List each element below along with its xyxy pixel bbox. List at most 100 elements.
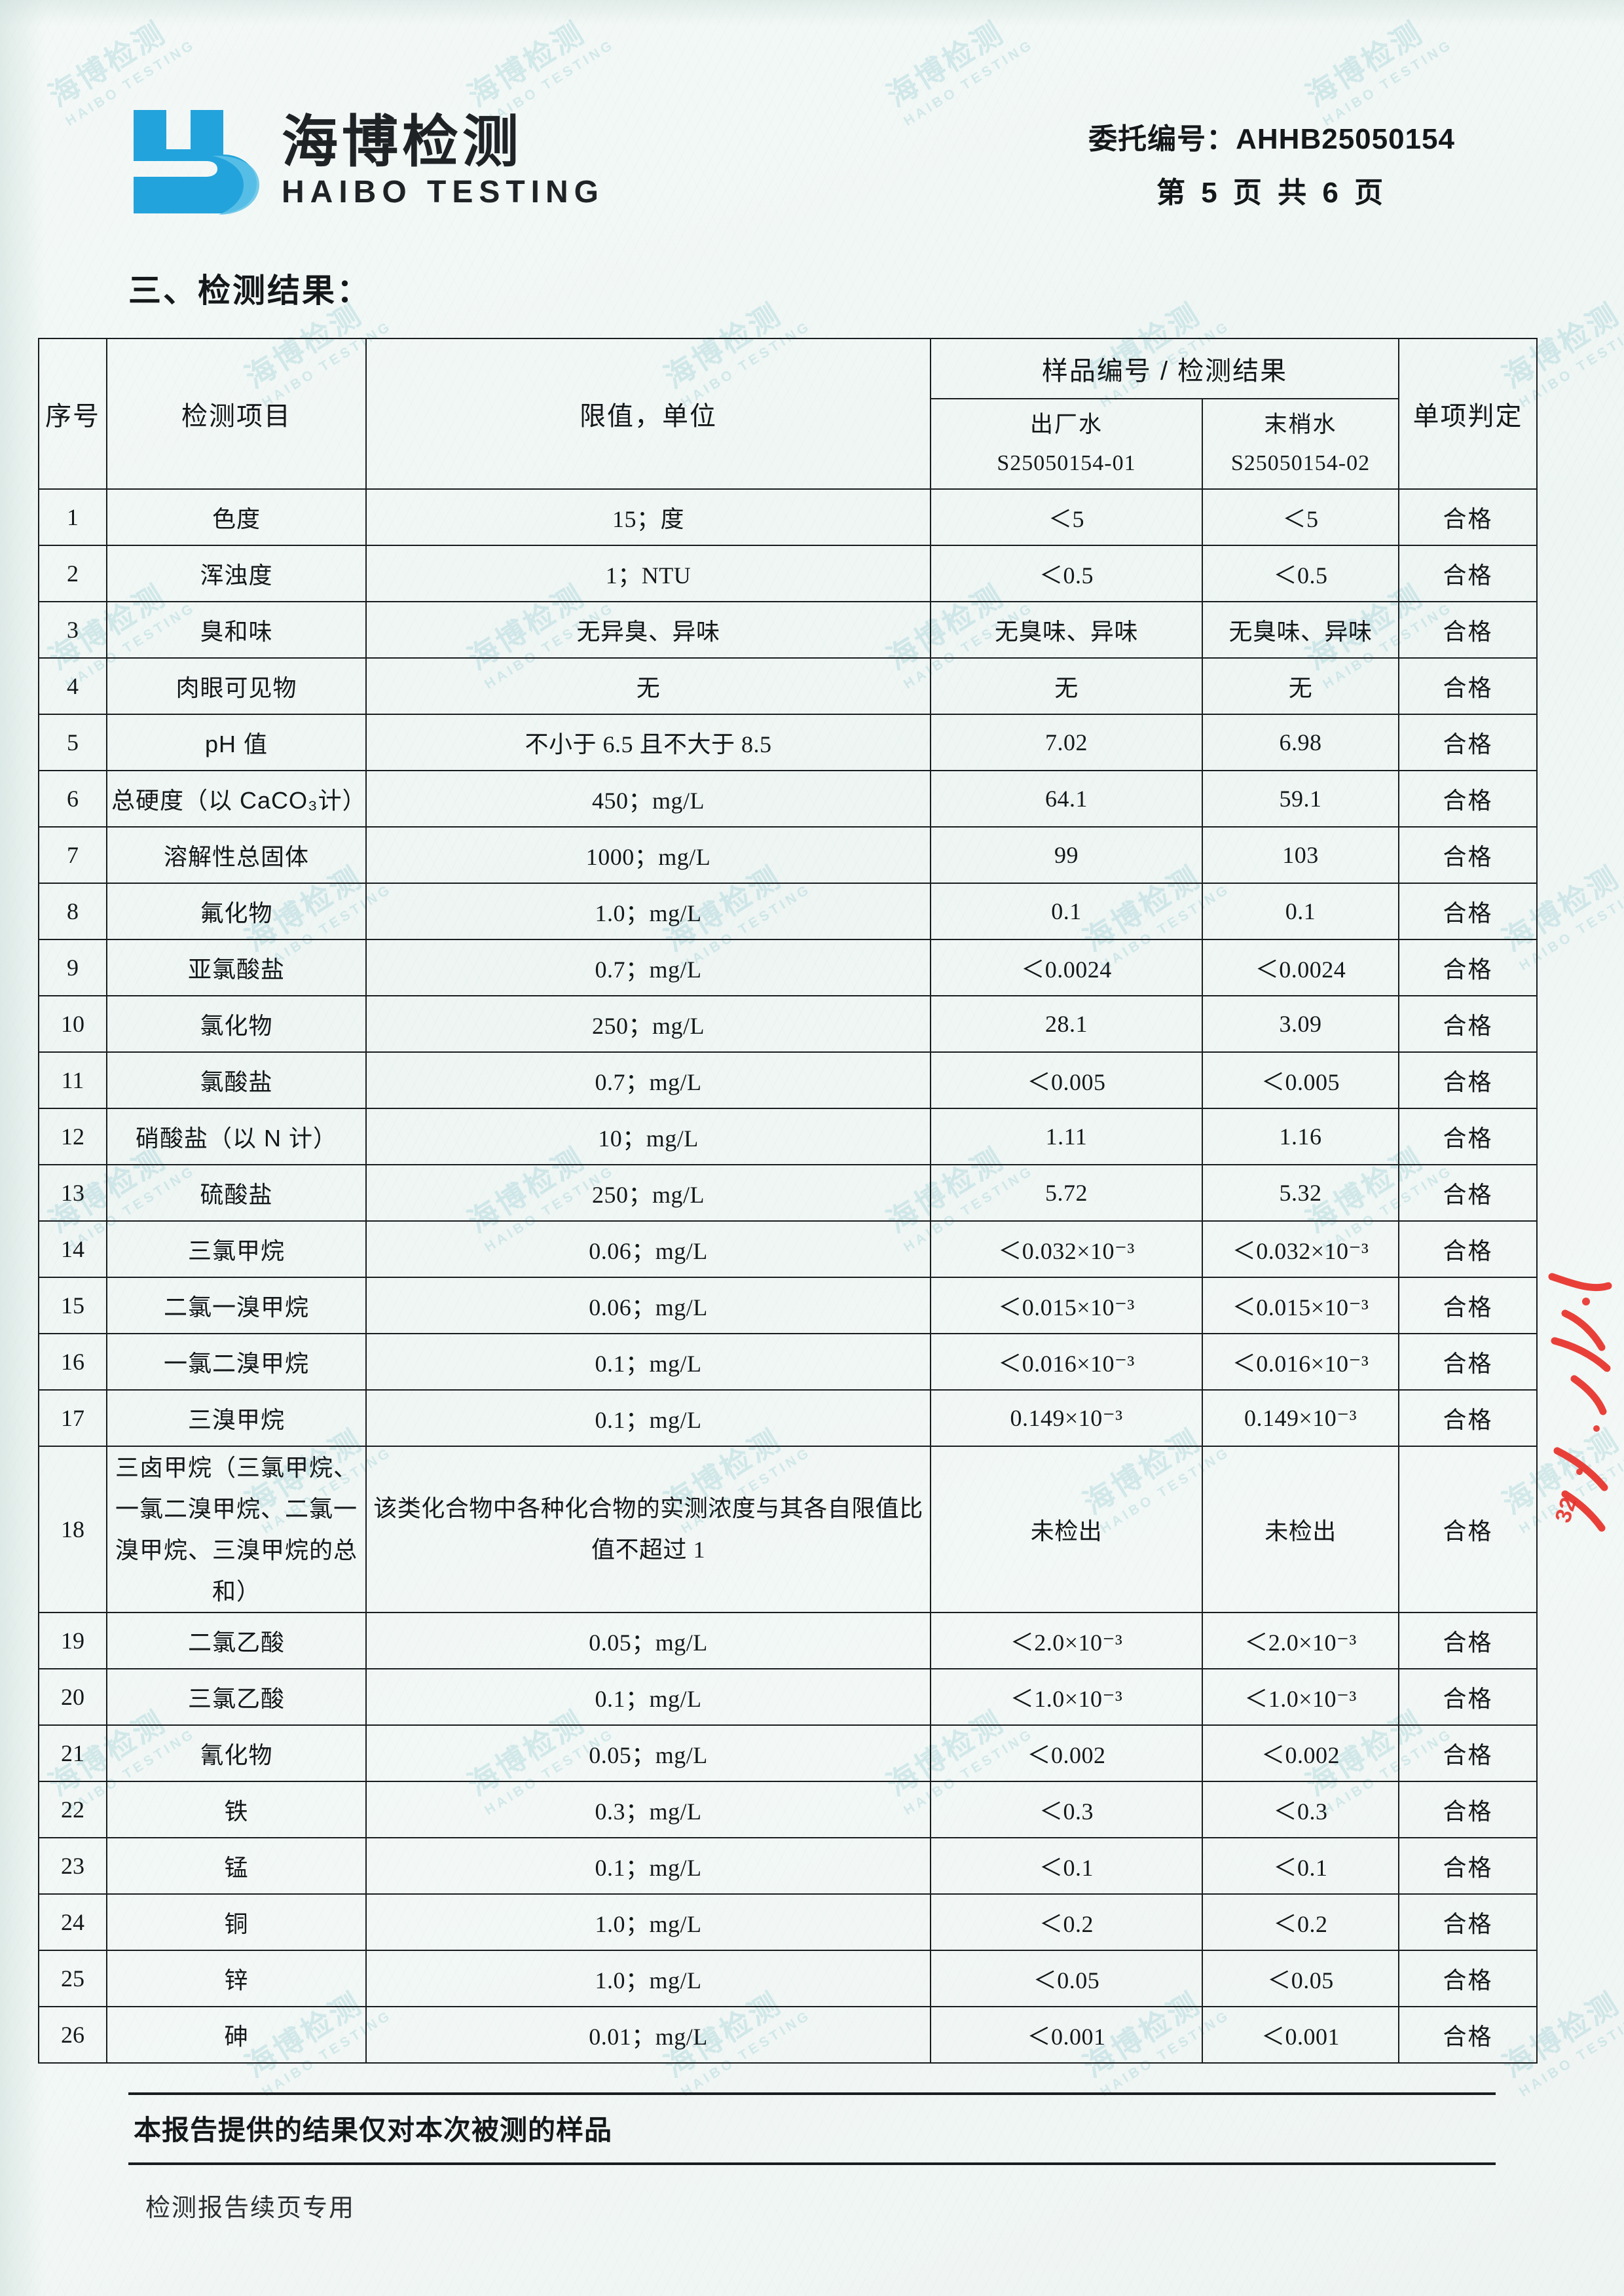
row-test-item: 色度 xyxy=(106,488,367,546)
page-footer: 本报告提供的结果仅对本次被测的样品 检测报告续页专用 xyxy=(128,2092,1496,2223)
row-result-sample-2: 1.16 xyxy=(1202,1108,1399,1165)
row-test-item: 溶解性总固体 xyxy=(106,826,367,884)
row-verdict: 合格 xyxy=(1398,1277,1538,1334)
row-test-item: 亚氯酸盐 xyxy=(106,939,367,996)
row-index: 22 xyxy=(38,1781,107,1838)
row-verdict: 合格 xyxy=(1398,1893,1538,1951)
order-number: 委托编号：AHHB25050154 xyxy=(1088,123,1455,155)
row-result-sample-1: ＜0.3 xyxy=(930,1781,1203,1838)
table-header-row-2: 出厂水 S25050154-01 末梢水 S25050154-02 xyxy=(39,398,1537,490)
row-verdict: 合格 xyxy=(1398,601,1538,659)
row-limit-unit: 0.1；mg/L xyxy=(365,1837,931,1895)
row-result-sample-1: 0.1 xyxy=(930,883,1203,940)
table-row: 16 一氯二溴甲烷 0.1；mg/L ＜0.016×10⁻³ ＜0.016×10⁻³ 合格 xyxy=(38,1333,1538,1391)
row-limit-unit: 0.06；mg/L xyxy=(365,1220,931,1278)
row-index: 2 xyxy=(38,545,107,602)
row-result-sample-2: ＜0.002 xyxy=(1202,1724,1399,1782)
row-index: 3 xyxy=(38,601,107,659)
table-row: 23 锰 0.1；mg/L ＜0.1 ＜0.1 合格 xyxy=(38,1837,1538,1895)
row-result-sample-2: 103 xyxy=(1202,826,1399,884)
row-result-sample-2: ＜0.05 xyxy=(1202,1950,1399,2007)
table-row: 2 浑浊度 1；NTU ＜0.5 ＜0.5 合格 xyxy=(38,545,1538,602)
row-result-sample-2: 0.1 xyxy=(1202,883,1399,940)
row-limit-unit: 250；mg/L xyxy=(365,995,931,1053)
row-result-sample-1: ＜0.016×10⁻³ xyxy=(930,1333,1203,1391)
row-verdict: 合格 xyxy=(1398,1781,1538,1838)
row-index: 4 xyxy=(38,657,107,715)
col-header-verdict: 单项判定 xyxy=(1398,338,1538,490)
row-result-sample-1: ＜0.015×10⁻³ xyxy=(930,1277,1203,1334)
scan-edge-shadow-top xyxy=(0,0,1624,26)
sample-2-name: 末梢水 xyxy=(1264,411,1337,437)
row-result-sample-2: 无 xyxy=(1202,657,1399,715)
row-verdict: 合格 xyxy=(1398,1668,1538,1726)
results-table-wrapper: 序号 检测项目 限值，单位 样品编号 / 检测结果 单项判定 出厂水 S2505… xyxy=(38,338,1538,2064)
row-result-sample-2: ＜0.5 xyxy=(1202,545,1399,602)
row-verdict: 合格 xyxy=(1398,1108,1538,1165)
table-head: 序号 检测项目 限值，单位 样品编号 / 检测结果 单项判定 出厂水 S2505… xyxy=(38,338,1538,490)
row-result-sample-1: ＜0.1 xyxy=(930,1837,1203,1895)
row-verdict: 合格 xyxy=(1398,2006,1538,2064)
row-index: 15 xyxy=(38,1277,107,1334)
row-index: 20 xyxy=(38,1668,107,1726)
seal-digits: 32 xyxy=(1550,1495,1581,1526)
row-test-item: 硝酸盐（以 N 计） xyxy=(106,1108,367,1165)
row-test-item: 肉眼可见物 xyxy=(106,657,367,715)
row-result-sample-1: ＜0.5 xyxy=(930,545,1203,602)
row-limit-unit: 0.7；mg/L xyxy=(365,1051,931,1109)
row-limit-unit: 250；mg/L xyxy=(365,1164,931,1222)
row-result-sample-2: 59.1 xyxy=(1202,770,1399,828)
row-result-sample-2: 3.09 xyxy=(1202,995,1399,1053)
table-row: 11 氯酸盐 0.7；mg/L ＜0.005 ＜0.005 合格 xyxy=(38,1051,1538,1109)
row-result-sample-1: 无臭味、异味 xyxy=(930,601,1203,659)
row-limit-unit: 1.0；mg/L xyxy=(365,1893,931,1951)
row-result-sample-1: 64.1 xyxy=(930,770,1203,828)
row-limit-unit: 0.1；mg/L xyxy=(365,1333,931,1391)
row-verdict: 合格 xyxy=(1398,770,1538,828)
col-header-sample-1: 出厂水 S25050154-01 xyxy=(930,398,1203,490)
row-result-sample-2: 无臭味、异味 xyxy=(1202,601,1399,659)
footer-divider-bottom xyxy=(128,2162,1496,2165)
row-result-sample-1: ＜2.0×10⁻³ xyxy=(930,1612,1203,1669)
table-body: 1 色度 15；度 ＜5 ＜5 合格 2 浑浊度 1；NTU ＜0.5 ＜0.5 合格 3 臭和味 无异臭、… xyxy=(38,488,1538,2064)
page-number: 第 5 页 共 6 页 xyxy=(1156,177,1388,209)
row-test-item: 氰化物 xyxy=(106,1724,367,1782)
table-row: 4 肉眼可见物无无无合格 xyxy=(38,657,1538,715)
col-header-sample-2: 末梢水 S25050154-02 xyxy=(1202,398,1399,490)
row-index: 12 xyxy=(38,1108,107,1165)
row-result-sample-1: 无 xyxy=(930,657,1203,715)
row-result-sample-2: ＜0.032×10⁻³ xyxy=(1202,1220,1399,1278)
row-verdict: 合格 xyxy=(1398,939,1538,996)
row-result-sample-2: 6.98 xyxy=(1202,714,1399,771)
row-result-sample-1: ＜0.001 xyxy=(930,2006,1203,2064)
table-row: 14 三氯甲烷 0.06；mg/L ＜0.032×10⁻³ ＜0.032×10⁻³ 合格 xyxy=(38,1220,1538,1278)
row-test-item: 浑浊度 xyxy=(106,545,367,602)
row-verdict: 合格 xyxy=(1398,1051,1538,1109)
row-result-sample-1: ＜0.002 xyxy=(930,1724,1203,1782)
row-verdict: 合格 xyxy=(1398,883,1538,940)
results-table: 序号 检测项目 限值，单位 样品编号 / 检测结果 单项判定 出厂水 S2505… xyxy=(38,338,1538,2064)
row-limit-unit: 450；mg/L xyxy=(365,770,931,828)
row-index: 13 xyxy=(38,1164,107,1222)
row-result-sample-1: 28.1 xyxy=(930,995,1203,1053)
row-result-sample-2: ＜0.2 xyxy=(1202,1893,1399,1951)
row-verdict: 合格 xyxy=(1398,1220,1538,1278)
row-result-sample-1: 5.72 xyxy=(930,1164,1203,1222)
row-verdict: 合格 xyxy=(1398,1724,1538,1782)
table-row: 10 氯化物 250；mg/L 28.1 3.09 合格 xyxy=(38,995,1538,1053)
row-index: 14 xyxy=(38,1220,107,1278)
row-index: 10 xyxy=(38,995,107,1053)
row-limit-unit: 不小于 6.5 且不大于 8.5 xyxy=(365,714,931,771)
footer-continuation-note: 检测报告续页专用 xyxy=(145,2195,356,2222)
row-test-item: 二氯一溴甲烷 xyxy=(106,1277,367,1334)
row-result-sample-1: 7.02 xyxy=(930,714,1203,771)
row-index: 1 xyxy=(38,488,107,546)
table-row: 15 二氯一溴甲烷 0.06；mg/L ＜0.015×10⁻³ ＜0.015×10⁻³ 合… xyxy=(38,1277,1538,1334)
company-logo: 海博检测 HAIBO TESTING xyxy=(128,103,604,218)
table-row: 9 亚氯酸盐 0.7；mg/L ＜0.0024 ＜0.0024 合格 xyxy=(38,939,1538,996)
row-result-sample-2: ＜0.001 xyxy=(1202,2006,1399,2064)
row-index: 24 xyxy=(38,1893,107,1951)
row-result-sample-1: 1.11 xyxy=(930,1108,1203,1165)
row-verdict: 合格 xyxy=(1398,657,1538,715)
section-title: 三、检测结果： xyxy=(128,272,371,309)
